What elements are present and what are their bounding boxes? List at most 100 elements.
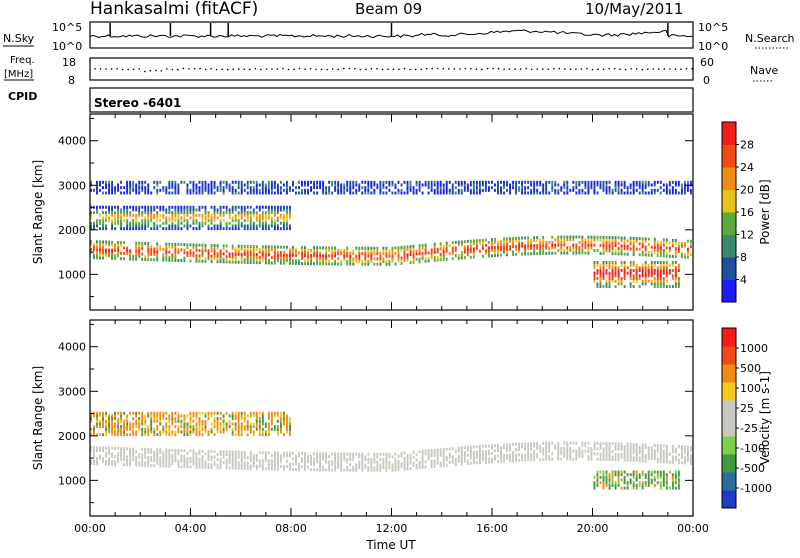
velocity-pixel	[249, 427, 252, 431]
power-pixel	[355, 191, 358, 195]
velocity-pixel	[234, 455, 237, 459]
power-pixel	[144, 186, 147, 190]
freq-dot	[569, 68, 572, 70]
power-pixel	[171, 227, 174, 231]
power-pixel	[509, 188, 511, 192]
power-pixel	[213, 227, 216, 231]
power-pixel	[515, 183, 518, 187]
velocity-pixel	[334, 455, 337, 459]
power-pixel	[288, 256, 291, 260]
power-pixel	[515, 252, 518, 256]
power-pixel	[310, 180, 312, 184]
velocity-pixel	[475, 445, 478, 449]
velocity-pixel	[680, 450, 683, 454]
power-pixel	[156, 255, 159, 259]
power-pixel	[213, 244, 216, 248]
power-pixel	[210, 257, 213, 261]
power-pixel	[198, 257, 201, 260]
velocity-pixel	[593, 444, 596, 448]
power-pixel	[273, 191, 276, 195]
velocity-pixel	[599, 444, 602, 448]
freq-dot	[381, 68, 384, 71]
velocity-pixel	[276, 459, 279, 463]
velocity-pixel	[204, 430, 207, 434]
velocity-pixel	[611, 481, 614, 485]
velocity-pixel	[557, 446, 560, 450]
power-pixel	[201, 219, 204, 223]
power-pixel	[430, 253, 433, 257]
velocity-pixel	[168, 456, 171, 460]
velocity-pixel	[509, 445, 511, 449]
power-pixel	[135, 244, 138, 248]
power-pixel	[285, 186, 288, 190]
power-pixel	[545, 183, 548, 187]
power-pixel	[457, 180, 460, 184]
power-pixel	[240, 224, 243, 228]
velocity-pixel	[626, 442, 629, 446]
power-pixel	[252, 253, 255, 257]
velocity-pixel	[605, 444, 608, 448]
power-pixel	[159, 219, 162, 223]
power-pixel	[659, 269, 662, 272]
power-pixel	[533, 244, 536, 248]
power-pixel	[90, 213, 92, 217]
velocity-pixel	[391, 455, 394, 459]
power-pixel	[301, 188, 303, 192]
velocity-pixel	[575, 441, 578, 445]
velocity-pixel	[478, 461, 481, 465]
power-pixel	[135, 224, 138, 228]
velocity-pixel	[313, 468, 316, 472]
power-pixel	[252, 255, 255, 259]
velocity-pixel	[584, 444, 587, 448]
power-pixel	[611, 279, 614, 283]
velocity-pixel	[355, 463, 358, 467]
velocity-pixel	[436, 459, 439, 463]
velocity-pixel	[506, 448, 508, 452]
power-pixel	[439, 188, 442, 192]
velocity-pixel	[222, 452, 225, 456]
velocity-pixel	[156, 461, 159, 465]
power-pixel	[147, 224, 150, 228]
power-pixel	[406, 180, 409, 184]
power-pixel	[533, 236, 536, 240]
power-pixel	[258, 250, 261, 254]
power-pixel	[349, 183, 352, 187]
velocity-pixel	[162, 425, 165, 429]
power-pixel	[578, 188, 581, 192]
velocity-pixel	[162, 453, 165, 457]
velocity-pixel	[295, 467, 297, 471]
velocity-pixel	[475, 450, 478, 454]
velocity-pixel	[539, 447, 542, 451]
power-pixel	[210, 183, 213, 187]
power-pixel	[680, 252, 683, 256]
power-pixel	[385, 252, 388, 256]
power-pixel	[602, 241, 605, 245]
power-pixel	[460, 243, 463, 247]
velocity-pixel	[334, 460, 337, 464]
power-pixel	[644, 183, 647, 187]
power-pixel	[307, 251, 309, 255]
power-pixel	[138, 213, 141, 217]
velocity-pixel	[279, 456, 282, 460]
power-pixel	[189, 211, 192, 215]
velocity-pixel	[397, 462, 400, 466]
velocity-pixel	[153, 411, 156, 415]
power-pixel	[213, 224, 216, 228]
power-pixel	[623, 191, 626, 195]
velocity-pixel	[373, 468, 376, 472]
power-pixel	[689, 180, 692, 184]
power-pixel	[93, 224, 95, 228]
power-pixel	[150, 205, 153, 209]
freq-dot	[464, 67, 467, 70]
power-pixel	[198, 248, 201, 252]
velocity-pixel	[313, 457, 316, 461]
power-pixel	[343, 254, 346, 258]
power-pixel	[325, 262, 328, 266]
power-pixel	[93, 242, 95, 246]
power-pixel	[135, 249, 138, 253]
velocity-pixel	[186, 430, 189, 434]
power-pixel	[376, 183, 379, 187]
power-pixel	[548, 251, 551, 255]
velocity-pixel	[189, 422, 192, 426]
velocity-pixel	[629, 442, 632, 446]
